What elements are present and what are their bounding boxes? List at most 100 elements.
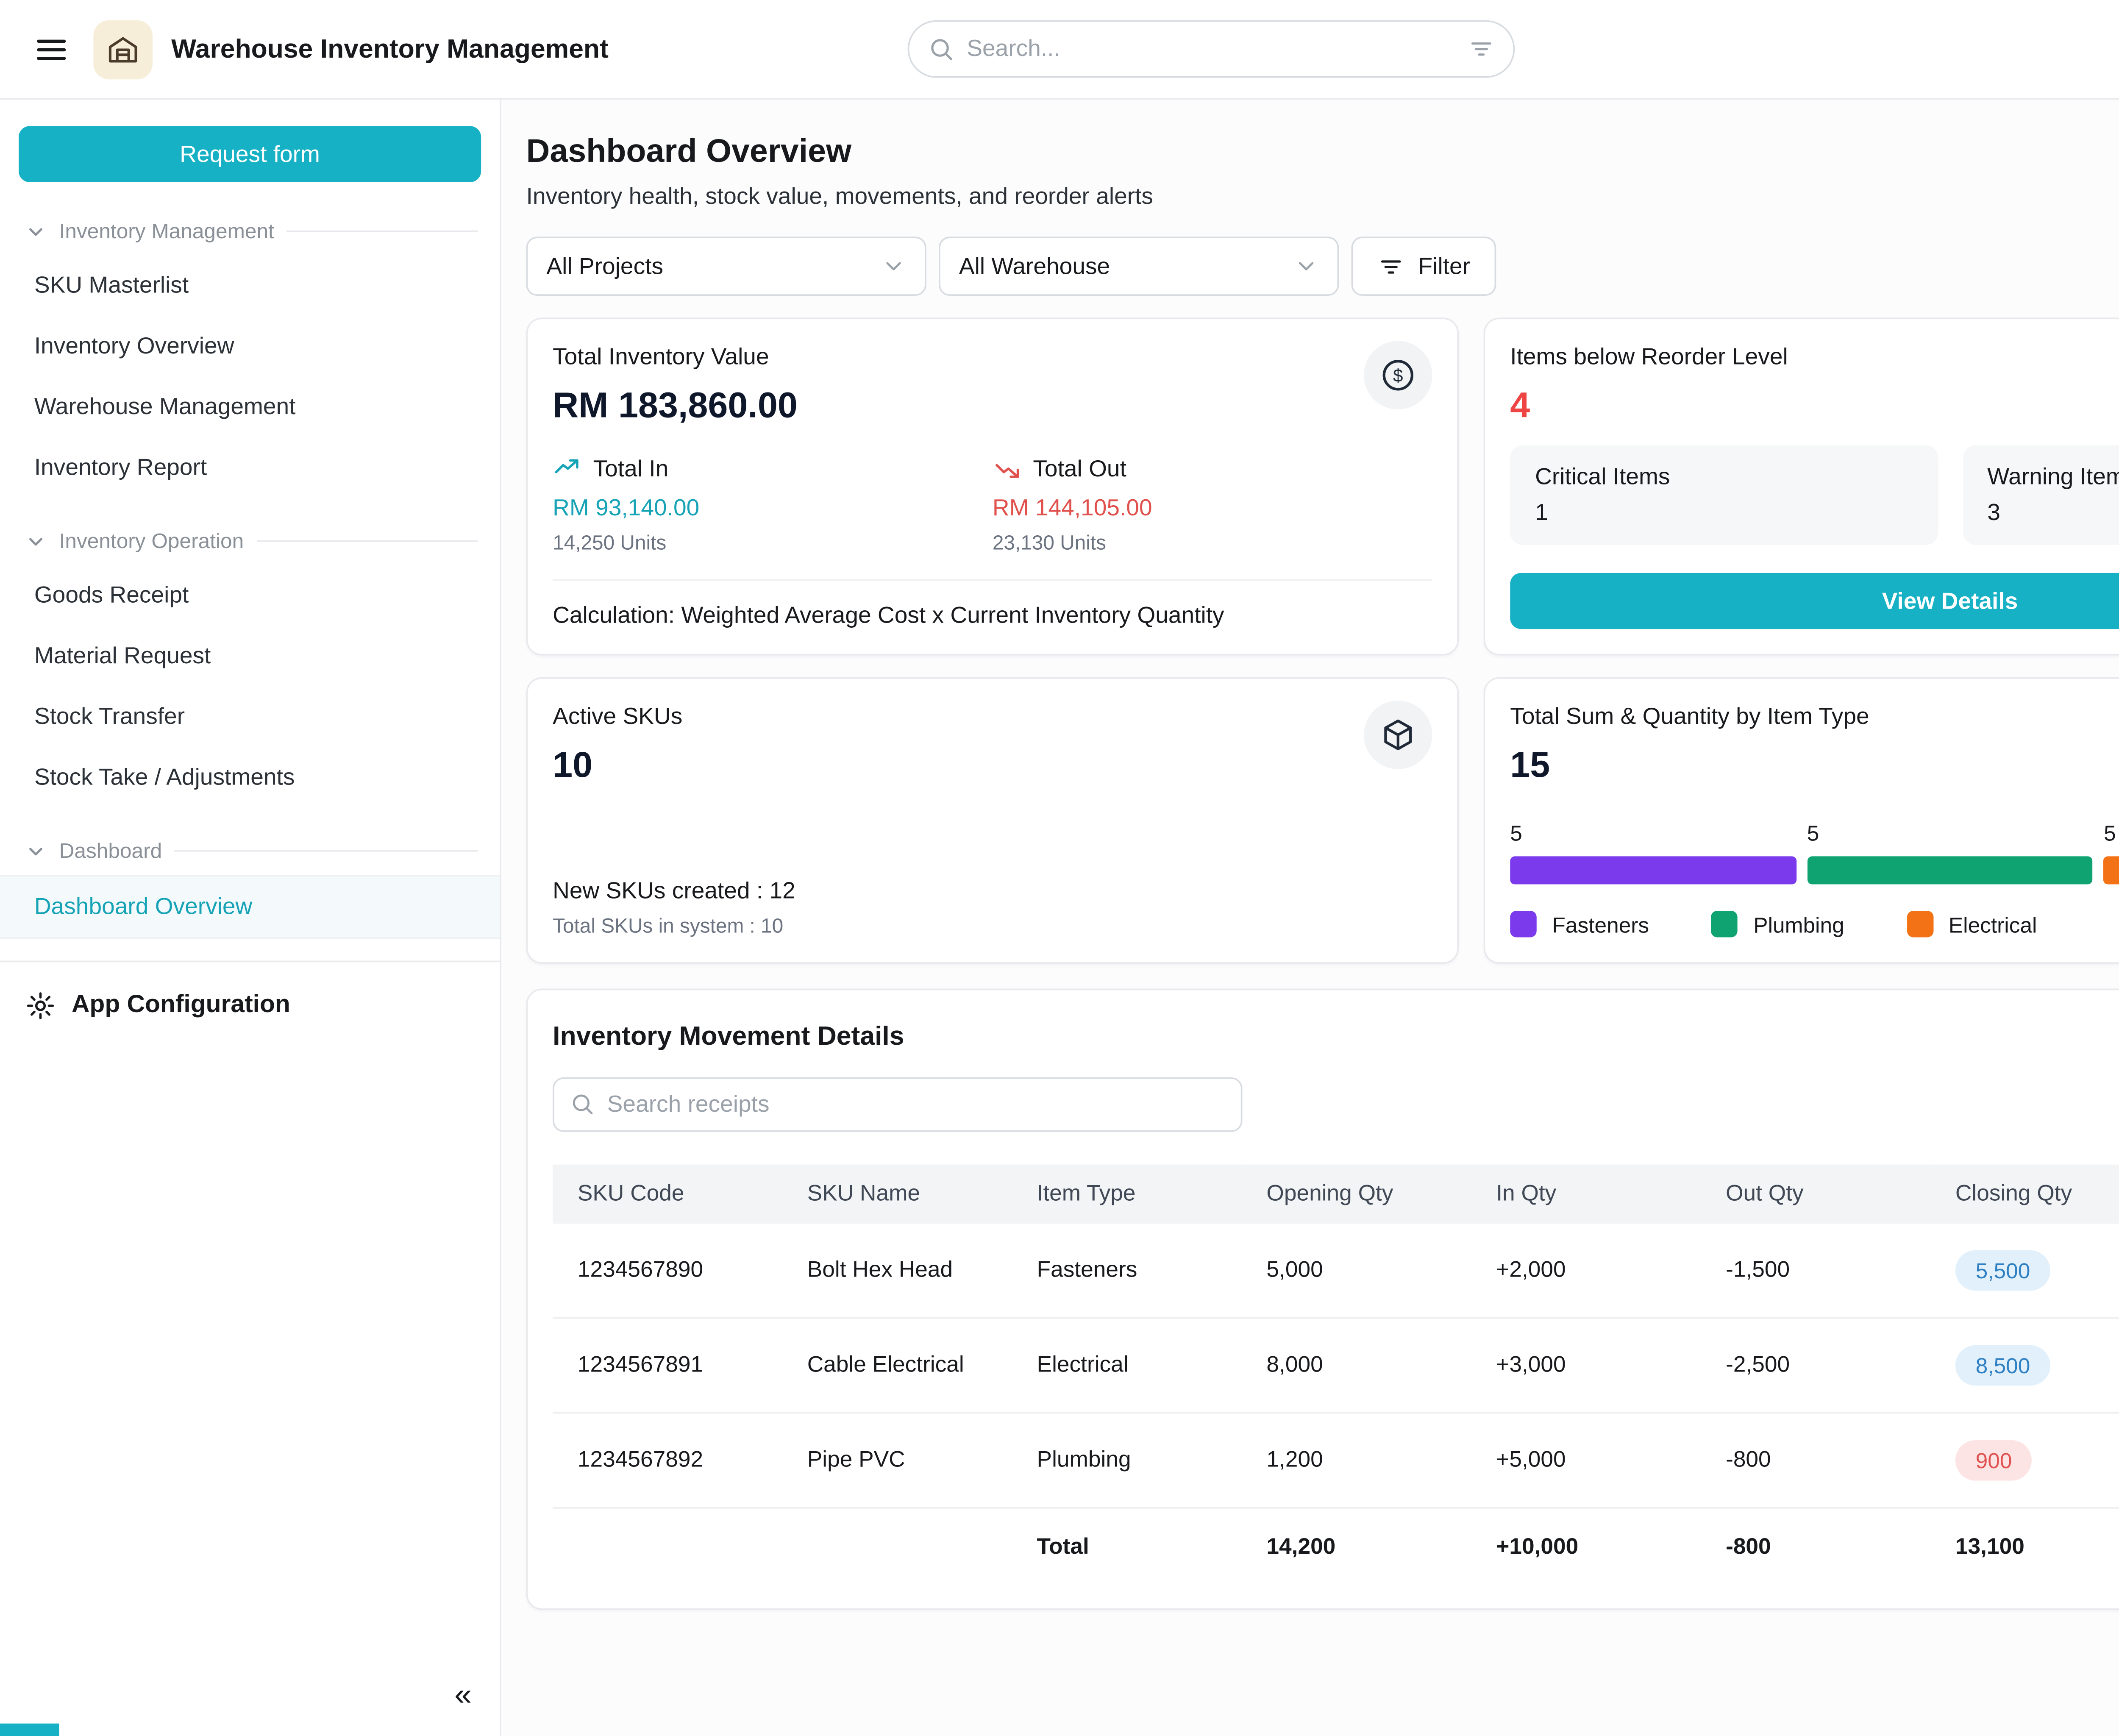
bar-value: 5 xyxy=(2104,820,2116,846)
project-select[interactable]: All Projects xyxy=(526,236,926,296)
sidebar-item-stock-take-adjustments[interactable]: Stock Take / Adjustments xyxy=(34,764,295,791)
card-title: Active SKUs xyxy=(553,704,683,730)
bar-electrical xyxy=(2104,856,2119,885)
cell-sku-name: Bolt Hex Head xyxy=(782,1224,1012,1319)
sidebar-item-warehouse-management[interactable]: Warehouse Management xyxy=(34,394,296,420)
receipts-search-input[interactable] xyxy=(607,1091,1226,1117)
project-select-value: All Projects xyxy=(546,253,664,280)
search-filter-icon[interactable] xyxy=(1468,36,1494,62)
bar-plumbing xyxy=(1807,856,2093,885)
total-out-units: 23,130 Units xyxy=(992,531,1107,554)
cell-total-in: +10,000 xyxy=(1496,1535,1579,1560)
chevron-down-icon xyxy=(29,847,42,855)
total-out-label: Total Out xyxy=(1033,455,1126,482)
closing-qty-badge: 5,500 xyxy=(1955,1250,2051,1291)
cell-sku-name: Cable Electrical xyxy=(782,1318,1012,1414)
cell-item-type: Fasteners xyxy=(1012,1224,1242,1319)
sidebar-item-inventory-overview[interactable]: Inventory Overview xyxy=(34,333,234,360)
total-out-block: Total Out RM 144,105.00 23,130 Units xyxy=(993,455,1432,554)
cell-sku-name: Pipe PVC xyxy=(782,1413,1012,1509)
search-icon xyxy=(931,39,952,60)
cell-out-qty: -2,500 xyxy=(1701,1318,1931,1414)
warehouse-icon xyxy=(108,36,137,62)
col-opening-qty: Opening Qty xyxy=(1241,1164,1471,1224)
app-title: Warehouse Inventory Management xyxy=(171,33,609,63)
table-row[interactable]: 1234567892 Pipe PVC Plumbing 1,200 +5,00… xyxy=(553,1413,2119,1509)
sidebar-item-inventory-report[interactable]: Inventory Report xyxy=(34,454,207,481)
table-row[interactable]: 1234567891 Cable Electrical Electrical 8… xyxy=(553,1318,2119,1414)
cell-in-qty: +2,000 xyxy=(1471,1224,1701,1319)
sidebar-item-goods-receipt[interactable]: Goods Receipt xyxy=(34,582,189,609)
filter-button-label: Filter xyxy=(1418,253,1471,280)
app-configuration-button[interactable]: App Configuration xyxy=(0,960,500,1049)
section-label: Inventory Management xyxy=(59,219,274,243)
table-row[interactable]: 1234567890 Bolt Hex Head Fasteners 5,000… xyxy=(553,1224,2119,1319)
sidebar-section-dashboard[interactable]: Dashboard xyxy=(0,808,500,875)
sidebar-bottom-accent xyxy=(0,1723,59,1736)
movement-table: SKU Code SKU Name Item Type Opening Qty … xyxy=(553,1164,2119,1587)
bar-value: 5 xyxy=(1807,820,1819,846)
sidebar-item-material-request[interactable]: Material Request xyxy=(34,643,211,670)
cell-sku-code: 1234567892 xyxy=(553,1413,782,1509)
dollar-icon: $ xyxy=(1363,341,1432,410)
legend-fasteners: Fasteners xyxy=(1510,910,1649,938)
legend-label: Plumbing xyxy=(1753,911,1844,937)
hamburger-icon xyxy=(37,39,66,59)
closing-qty-badge: 900 xyxy=(1955,1440,2033,1481)
warehouse-select-value: All Warehouse xyxy=(959,253,1110,280)
col-closing-qty: Closing Qty xyxy=(1930,1164,2119,1224)
trend-up-icon xyxy=(555,459,578,473)
critical-items-value: 1 xyxy=(1535,500,1548,526)
legend-swatch-green xyxy=(1711,910,1738,938)
collapse-sidebar-button[interactable]: « xyxy=(454,1678,472,1714)
sidebar-section-inventory-operation[interactable]: Inventory Operation xyxy=(0,498,500,565)
new-skus-created: New SKUs created : 12 xyxy=(553,878,795,905)
cell-closing-qty: 8,500 xyxy=(1930,1318,2119,1414)
search-input[interactable] xyxy=(967,36,1456,62)
app-logo xyxy=(93,19,153,79)
request-form-button[interactable]: Request form xyxy=(19,126,481,182)
bar-segment-plumbing: 5 xyxy=(1807,821,2093,885)
bar-value: 5 xyxy=(1510,820,1522,846)
cell-closing-qty: 900 xyxy=(1930,1413,2119,1509)
item-type-card: Total Sum & Quantity by Item Type 15 5 5 xyxy=(1483,677,2119,964)
closing-qty-badge: 8,500 xyxy=(1955,1345,2051,1386)
chevron-down-icon xyxy=(1299,262,1314,270)
hamburger-menu-button[interactable] xyxy=(25,22,78,75)
table-total-row: Total 14,200 +10,000 -800 13,100 xyxy=(553,1508,2119,1587)
global-search[interactable] xyxy=(907,20,1515,78)
filter-button[interactable]: Filter xyxy=(1351,236,1497,296)
package-icon xyxy=(1363,701,1432,769)
sidebar-item-stock-transfer[interactable]: Stock Transfer xyxy=(34,704,185,730)
cell-total-out: -800 xyxy=(1726,1535,1771,1560)
bar-fasteners xyxy=(1510,856,1796,885)
svg-text:$: $ xyxy=(1393,366,1403,386)
item-type-total: 15 xyxy=(1510,744,1550,785)
movement-title: Inventory Movement Details xyxy=(553,1021,904,1051)
cell-out-qty: -800 xyxy=(1701,1413,1931,1509)
warning-items-box: Warning Items 3 xyxy=(1962,445,2119,545)
warning-items-value: 3 xyxy=(1987,500,2000,526)
section-divider xyxy=(286,230,478,232)
active-skus-card: Active SKUs 10 New SKUs created : 12 Tot… xyxy=(526,677,1459,964)
app-header: Warehouse Inventory Management 1 1 FK xyxy=(0,0,2119,100)
receipts-search[interactable] xyxy=(553,1077,1243,1131)
total-in-units: 14,250 Units xyxy=(553,531,667,554)
view-details-button[interactable]: View Details xyxy=(1510,573,2119,629)
sidebar-item-sku-masterlist[interactable]: SKU Masterlist xyxy=(34,272,189,299)
calculation-note: Calculation: Weighted Average Cost x Cur… xyxy=(553,579,1432,629)
filter-toolbar: All Projects All Warehouse Filter Export xyxy=(526,236,2119,296)
warning-items-label: Warning Items xyxy=(1987,464,2119,491)
cell-total-opening: 14,200 xyxy=(1266,1535,1336,1560)
card-title: Total Sum & Quantity by Item Type xyxy=(1510,704,1869,730)
legend-swatch-purple xyxy=(1510,910,1537,938)
sidebar-section-inventory-management[interactable]: Inventory Management xyxy=(0,188,500,255)
reorder-count: 4 xyxy=(1510,384,1530,425)
cell-opening-qty: 5,000 xyxy=(1241,1224,1471,1319)
sidebar-item-dashboard-overview[interactable]: Dashboard Overview xyxy=(0,875,500,939)
cell-sku-code: 1234567891 xyxy=(553,1318,782,1414)
card-title: Total Inventory Value xyxy=(553,344,769,371)
bar-segment-electrical: 5 xyxy=(2104,821,2119,885)
warehouse-select[interactable]: All Warehouse xyxy=(939,236,1339,296)
cell-item-type: Electrical xyxy=(1012,1318,1242,1414)
